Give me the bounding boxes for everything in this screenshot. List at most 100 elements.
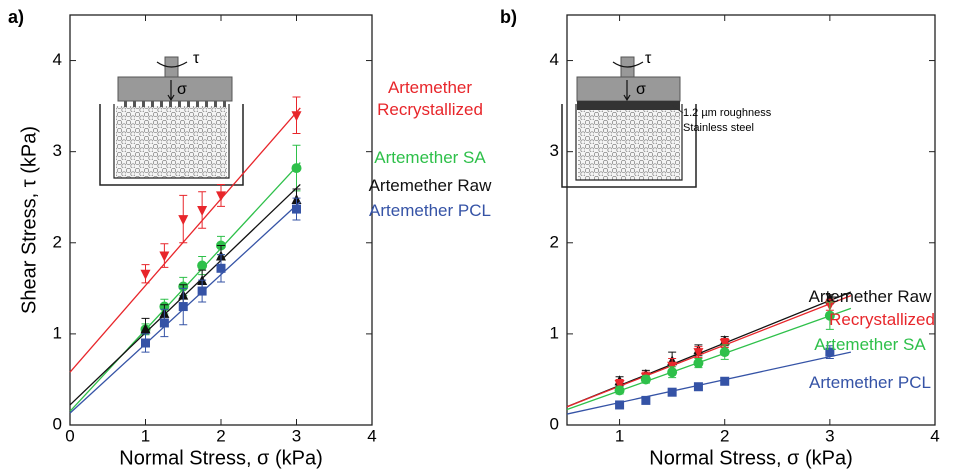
marker	[825, 347, 835, 357]
inset-cell	[561, 104, 697, 188]
series-label: Artemether SA	[814, 335, 926, 354]
x-tick-label: 2	[720, 426, 729, 445]
inset-cell-inner	[113, 104, 230, 179]
inset-tooth	[133, 101, 136, 107]
marker	[719, 339, 730, 349]
series-label: Artemether PCL	[809, 373, 931, 392]
x-tick-label: 0	[65, 426, 74, 445]
series-label: Artemether Recrystallized	[377, 78, 483, 119]
marker	[197, 260, 208, 271]
marker	[197, 205, 208, 216]
marker	[719, 347, 730, 358]
fit-line	[69, 107, 301, 373]
y-tick-label: 1	[53, 323, 62, 342]
y-tick-label: 1	[550, 323, 559, 342]
inset-label: τ	[193, 50, 200, 67]
inset-cell-inner	[575, 104, 683, 181]
marker	[720, 376, 730, 386]
inset-label: τ	[645, 50, 652, 67]
series-label: Artemether PCL	[369, 201, 491, 220]
marker	[141, 338, 150, 348]
inset-cell	[99, 104, 244, 186]
marker	[824, 310, 835, 321]
fit-line	[566, 351, 852, 415]
inset-tooth	[124, 101, 127, 107]
inset-tooth	[223, 101, 226, 107]
marker	[197, 286, 207, 296]
inset-arrow	[167, 80, 175, 102]
series-label: Artemether Raw	[808, 287, 932, 306]
panel-label: a)	[8, 7, 24, 27]
inset-pointer	[671, 104, 684, 114]
marker	[291, 111, 302, 122]
y-tick-label: 2	[53, 232, 62, 251]
inset-lid	[117, 76, 233, 102]
inset-tooth	[151, 101, 154, 107]
inset-tooth	[214, 101, 217, 107]
marker	[615, 400, 625, 410]
inset-tooth	[205, 101, 208, 107]
series-label: Recrystallized	[829, 310, 935, 329]
panel-label: b)	[500, 7, 517, 27]
x-axis-title: Normal Stress, σ (kPa)	[119, 447, 323, 469]
inset-torque	[156, 61, 188, 68]
x-tick-label: 3	[825, 426, 834, 445]
inset-label: 1.2 µm roughness	[683, 107, 772, 119]
marker	[178, 302, 188, 312]
inset-media	[116, 106, 227, 178]
inset-diagram	[561, 56, 697, 188]
inset-label: σ	[636, 81, 646, 98]
marker	[693, 358, 704, 369]
x-tick-label: 1	[141, 426, 150, 445]
inset-label: σ	[177, 81, 187, 98]
inset-steel	[577, 101, 680, 110]
marker	[159, 251, 170, 262]
marker	[291, 163, 302, 174]
x-tick-label: 1	[615, 426, 624, 445]
marker	[292, 204, 301, 214]
inset-tooth	[160, 101, 163, 107]
y-tick-label: 2	[550, 232, 559, 251]
x-tick-label: 2	[216, 426, 225, 445]
inset-tooth	[178, 101, 181, 107]
inset-arrow	[623, 80, 631, 102]
y-tick-label: 4	[53, 50, 62, 69]
marker	[693, 382, 703, 392]
x-axis-title: Normal Stress, σ (kPa)	[649, 447, 853, 469]
marker	[641, 395, 651, 405]
inset-tooth	[142, 101, 145, 107]
marker	[216, 191, 226, 202]
inset-tooth	[169, 101, 172, 107]
inset-diagram	[99, 56, 244, 186]
y-tick-label: 0	[550, 414, 559, 433]
inset-torque	[612, 61, 644, 68]
x-tick-label: 4	[930, 426, 939, 445]
marker	[216, 263, 226, 273]
y-tick-label: 4	[550, 50, 559, 69]
fit-line	[566, 307, 852, 411]
marker	[614, 385, 625, 396]
inset-media	[578, 106, 680, 180]
marker	[667, 387, 677, 397]
marker	[693, 348, 704, 359]
marker	[178, 215, 189, 226]
y-tick-label: 3	[53, 141, 62, 160]
y-tick-label: 0	[53, 414, 62, 433]
marker	[140, 323, 151, 334]
y-tick-label: 3	[550, 141, 559, 160]
x-tick-label: 3	[292, 426, 301, 445]
marker	[667, 367, 678, 378]
plot-frame	[566, 14, 936, 426]
y-axis-title: Shear Stress, τ (kPa)	[18, 126, 40, 314]
inset-label: Stainless steel	[683, 122, 754, 134]
fit-line	[566, 295, 852, 408]
x-tick-label: 4	[367, 426, 376, 445]
marker	[159, 318, 169, 328]
marker	[640, 374, 651, 385]
marker	[140, 269, 151, 280]
inset-tooth	[196, 101, 199, 107]
marker	[614, 380, 625, 390]
series-label: Artemether SA	[374, 148, 486, 167]
